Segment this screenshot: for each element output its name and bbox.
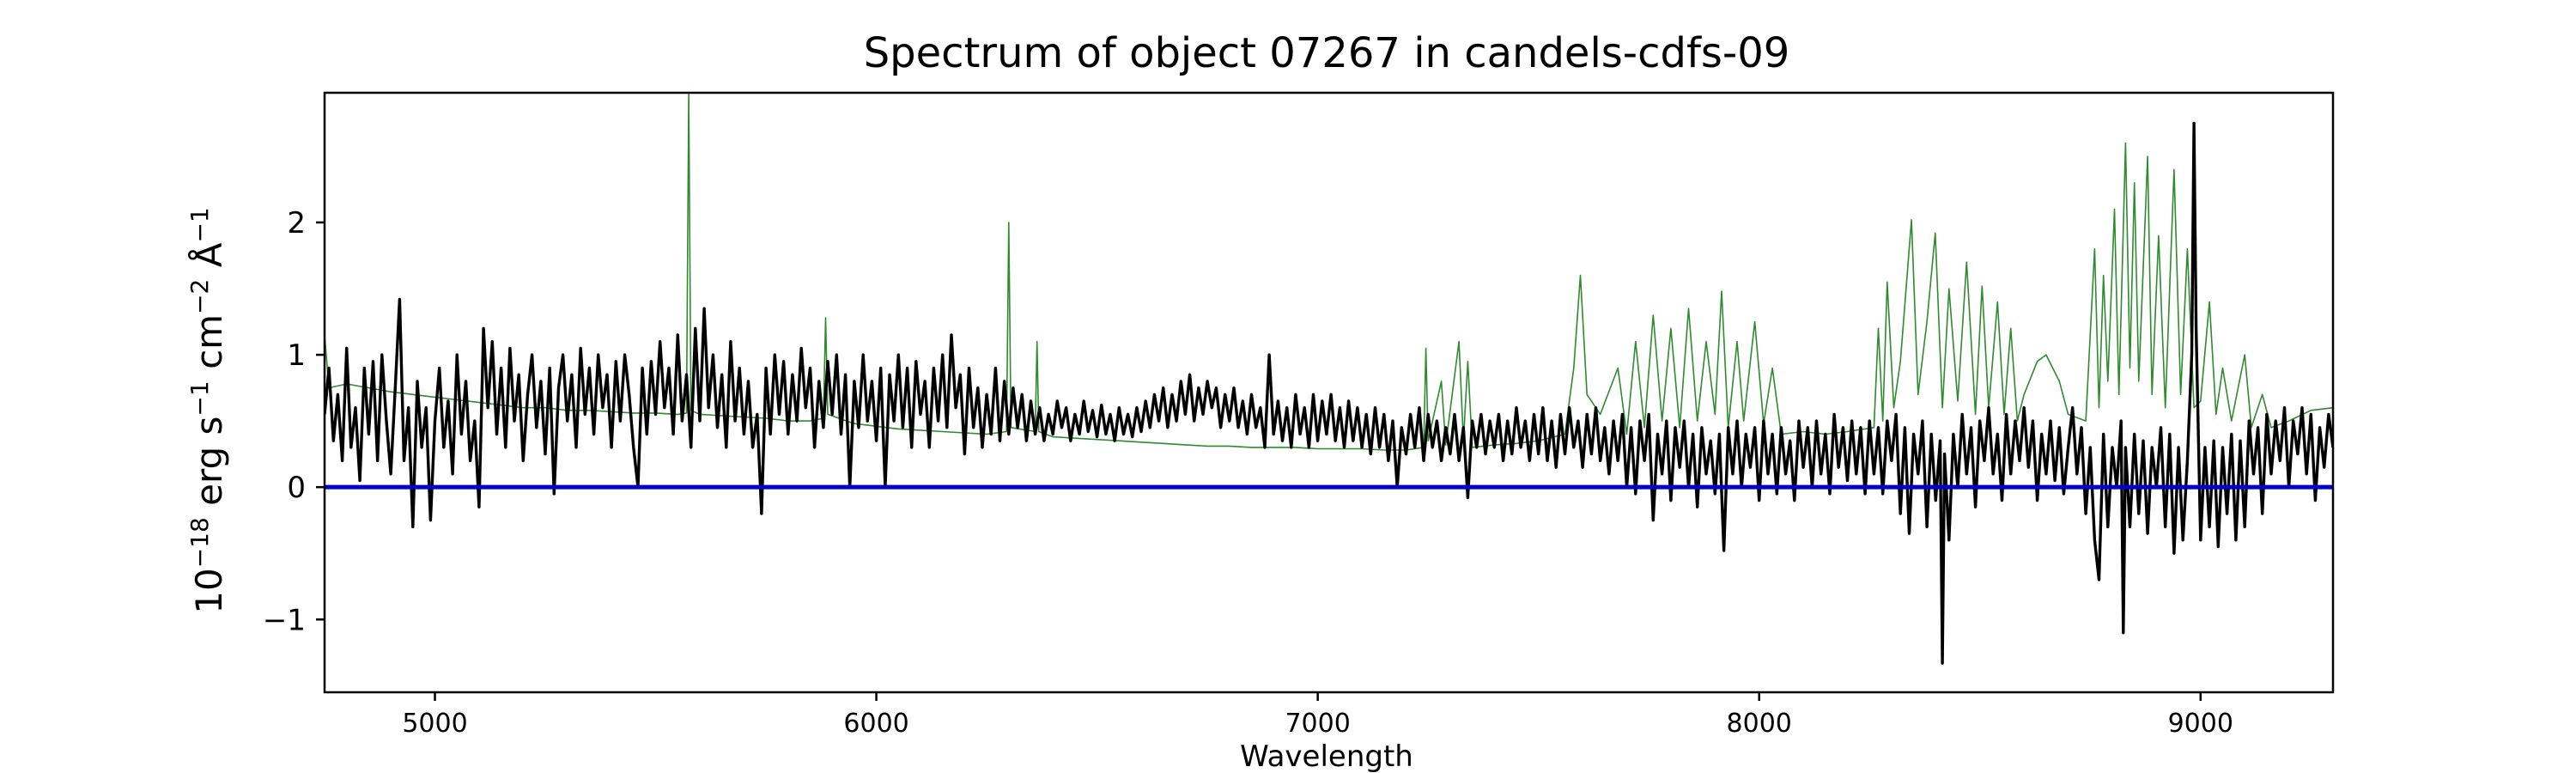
y-label-angstrom: Å — [187, 242, 230, 278]
y-label-s-exp: −1 — [185, 380, 214, 416]
y-tick-label: 0 — [287, 471, 306, 505]
chart-title: Spectrum of object 07267 in candels-cdfs… — [864, 29, 1790, 77]
model-spectrum-line — [325, 93, 2333, 451]
y-tick-label: 2 — [287, 206, 306, 240]
plot-frame — [323, 91, 2335, 694]
y-label-cm: cm — [188, 314, 230, 380]
y-label-exp: −18 — [185, 517, 214, 568]
y-label-cm-exp: −2 — [185, 279, 214, 314]
y-label-a-exp: −1 — [185, 207, 214, 242]
axes: 5000 6000 7000 8000 9000 −1 0 1 2 — [263, 91, 2335, 739]
x-axis-label: Wavelength — [1240, 740, 1413, 773]
plot-area — [325, 93, 2333, 665]
x-tick-label: 7000 — [1285, 709, 1350, 739]
y-label-rest: erg s — [188, 417, 230, 518]
x-tick-label: 8000 — [1727, 709, 1792, 739]
x-tick-label: 6000 — [843, 709, 908, 739]
y-axis-label: 10−18 erg s−1 cm−2 Å−1 — [185, 207, 230, 613]
y-tick-label: 1 — [287, 338, 306, 373]
y-tick-label: −1 — [263, 603, 306, 637]
data-series-group — [325, 93, 2333, 665]
flux-spectrum-line — [325, 121, 2333, 665]
x-tick-label: 9000 — [2168, 709, 2233, 739]
x-tick-label: 5000 — [402, 709, 467, 739]
y-label-base: 10 — [188, 568, 230, 613]
